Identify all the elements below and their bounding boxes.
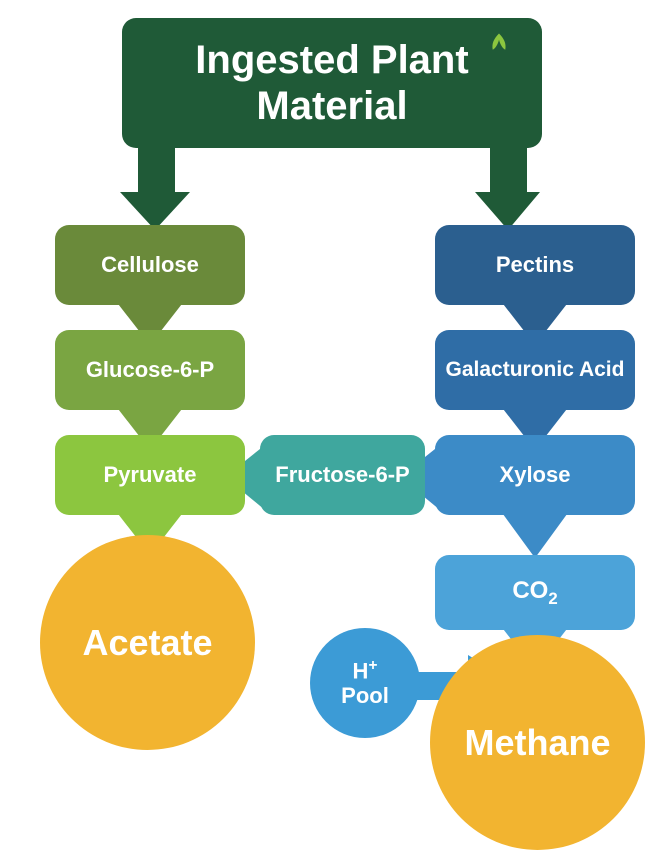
node-cellulose: Cellulose xyxy=(55,225,245,305)
node-methane-label: Methane xyxy=(464,722,610,764)
leaf-icon xyxy=(484,31,514,61)
node-glucose6p: Glucose-6-P xyxy=(55,330,245,410)
node-pyruvate-label: Pyruvate xyxy=(104,462,197,488)
node-xylose: Xylose xyxy=(435,435,635,515)
node-galacturonic: Galacturonic Acid xyxy=(435,330,635,410)
node-pyruvate: Pyruvate xyxy=(55,435,245,515)
node-hpool-line1: H+ xyxy=(353,658,378,684)
node-pectins: Pectins xyxy=(435,225,635,305)
node-acetate-label: Acetate xyxy=(82,622,212,664)
node-fructose6p-label: Fructose-6-P xyxy=(275,462,409,488)
node-pectins-label: Pectins xyxy=(496,252,574,278)
node-root: Ingested Plant Material xyxy=(122,18,542,148)
node-co2: CO2 xyxy=(435,555,635,630)
node-galacturonic-label: Galacturonic Acid xyxy=(446,358,625,382)
node-hpool: H+ Pool xyxy=(310,628,420,738)
node-fructose6p: Fructose-6-P xyxy=(260,435,425,515)
node-methane: Methane xyxy=(430,635,645,850)
node-root-label: Ingested Plant Material xyxy=(195,37,468,129)
node-glucose6p-label: Glucose-6-P xyxy=(86,357,214,383)
node-hpool-line2: Pool xyxy=(341,684,389,708)
node-co2-label: CO2 xyxy=(512,577,557,609)
node-xylose-label: Xylose xyxy=(500,462,571,488)
node-acetate: Acetate xyxy=(40,535,255,750)
node-cellulose-label: Cellulose xyxy=(101,252,199,278)
